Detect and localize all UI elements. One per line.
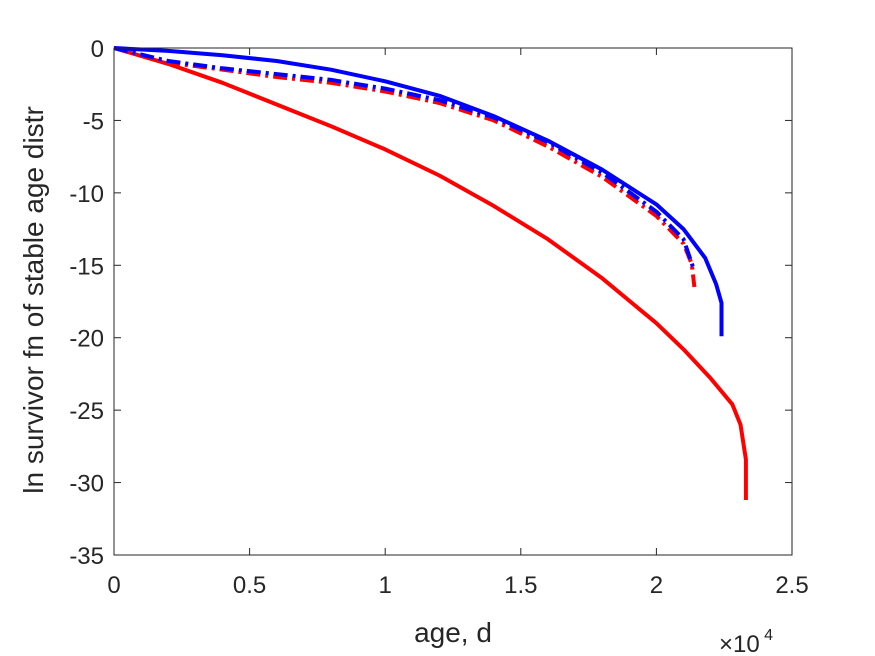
x-axis-multiplier: ×10 4	[719, 627, 773, 656]
series-line-1	[113, 46, 748, 500]
x-tick-label: 2	[650, 572, 663, 599]
x-tick-label: 0.5	[233, 572, 266, 599]
y-tick-label: -25	[69, 398, 104, 425]
series-layer	[113, 46, 748, 500]
plot-area	[114, 48, 792, 555]
x-tick-label: 2.5	[775, 572, 808, 599]
x-tick-label: 0	[107, 572, 120, 599]
axes-box	[113, 47, 793, 556]
x-tick-label: 1	[379, 572, 392, 599]
x-multiplier-exponent: 4	[764, 627, 773, 644]
tick-label-layer: 0 0.5 1 1.5 2 2.5 0 -5 -10 -15 -20 -25 -30 -35	[69, 36, 808, 599]
y-tick-label: -35	[69, 543, 104, 570]
y-axis-title: ln survivor fn of stable age distr	[18, 106, 49, 494]
y-tick-label: -5	[83, 108, 104, 135]
y-tick-label: -15	[69, 253, 104, 280]
axes-layer	[113, 47, 793, 556]
x-multiplier-base: ×10	[719, 631, 760, 656]
y-tick-label: -10	[69, 181, 104, 208]
series-line-4	[113, 46, 697, 272]
x-tick-label: 1.5	[504, 572, 537, 599]
y-tick-label: 0	[91, 36, 104, 63]
x-axis-title: age, d	[414, 617, 492, 648]
y-tick-label: -20	[69, 326, 104, 353]
y-tick-label: -30	[69, 471, 104, 498]
